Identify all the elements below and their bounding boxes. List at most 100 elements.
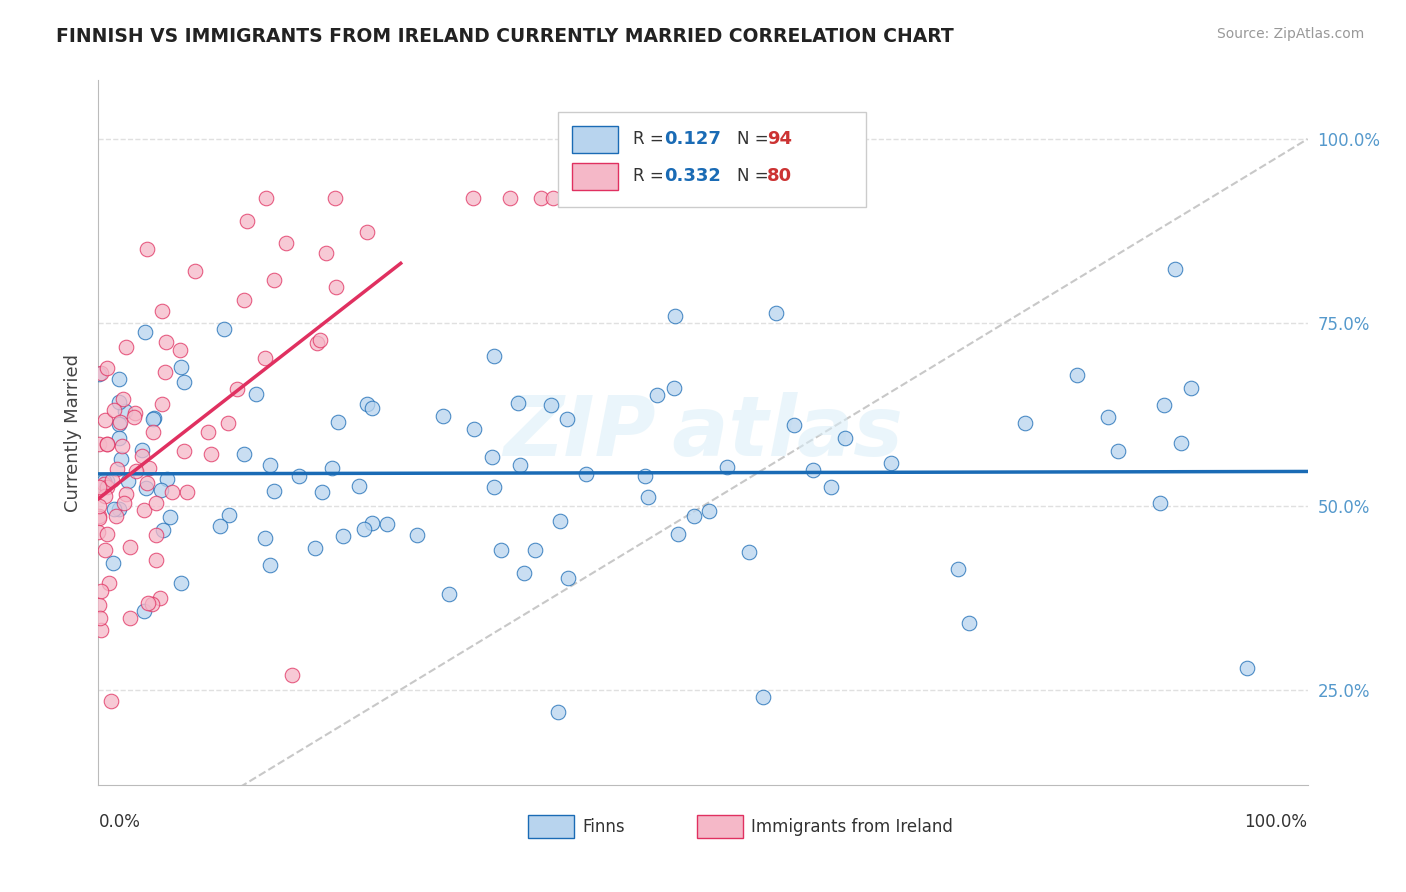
Point	[124, 410, 146, 425]
Point	[142, 425, 165, 439]
Point	[499, 191, 522, 205]
Point	[212, 322, 235, 336]
Point	[513, 566, 536, 580]
Point	[96, 527, 118, 541]
Point	[1066, 368, 1088, 382]
Point	[136, 476, 159, 491]
Point	[108, 431, 131, 445]
Point	[666, 526, 689, 541]
Point	[90, 367, 112, 381]
Point	[120, 540, 142, 554]
Point	[356, 397, 378, 411]
Point	[437, 587, 460, 601]
Point	[304, 541, 326, 556]
Text: ZIP atlas: ZIP atlas	[503, 392, 903, 473]
Point	[117, 475, 139, 489]
Point	[738, 545, 761, 559]
Point	[94, 413, 117, 427]
Point	[253, 531, 276, 545]
Point	[530, 191, 553, 205]
Point	[141, 597, 163, 611]
Point	[176, 485, 198, 500]
Point	[108, 395, 131, 409]
Point	[200, 447, 222, 461]
Point	[1170, 436, 1192, 450]
Point	[96, 480, 118, 494]
Point	[115, 487, 138, 501]
Point	[93, 475, 115, 489]
Point	[288, 469, 311, 483]
Point	[820, 479, 842, 493]
Point	[217, 416, 239, 430]
Text: R =: R =	[633, 167, 669, 186]
Point	[96, 474, 118, 488]
Point	[506, 395, 529, 409]
Point	[1149, 496, 1171, 510]
Text: 100.0%: 100.0%	[1244, 814, 1308, 831]
Point	[1163, 261, 1185, 276]
Point	[153, 365, 176, 379]
Point	[236, 214, 259, 228]
Point	[159, 510, 181, 524]
Point	[145, 553, 167, 567]
Point	[305, 335, 328, 350]
Point	[315, 246, 337, 260]
Point	[132, 502, 155, 516]
Point	[160, 484, 183, 499]
Point	[633, 468, 655, 483]
Point	[311, 485, 333, 500]
Text: 94: 94	[768, 130, 792, 148]
Point	[96, 361, 118, 376]
Point	[232, 293, 254, 308]
Point	[134, 325, 156, 339]
Point	[482, 349, 505, 363]
Point	[593, 191, 616, 205]
Point	[170, 360, 193, 375]
Point	[957, 616, 980, 631]
Text: Source: ZipAtlas.com: Source: ZipAtlas.com	[1216, 27, 1364, 41]
Point	[637, 490, 659, 504]
Point	[783, 417, 806, 432]
Point	[115, 340, 138, 354]
Point	[309, 334, 332, 348]
Point	[138, 461, 160, 475]
Point	[361, 401, 384, 416]
Point	[664, 381, 686, 395]
Text: 0.0%: 0.0%	[98, 814, 141, 831]
Text: Finns: Finns	[582, 818, 624, 836]
Point	[484, 480, 506, 494]
Point	[353, 522, 375, 536]
Point	[541, 191, 564, 205]
Point	[548, 514, 571, 528]
Point	[142, 411, 165, 425]
Point	[281, 668, 304, 682]
Point	[94, 542, 117, 557]
Point	[405, 528, 427, 542]
Point	[152, 523, 174, 537]
Point	[325, 280, 347, 294]
Point	[145, 496, 167, 510]
Point	[131, 442, 153, 457]
Point	[132, 604, 155, 618]
Point	[360, 516, 382, 531]
Point	[101, 556, 124, 570]
FancyBboxPatch shape	[697, 815, 742, 838]
Point	[97, 575, 120, 590]
Text: R =: R =	[633, 130, 669, 148]
Point	[89, 611, 111, 625]
Point	[263, 484, 285, 499]
Point	[149, 591, 172, 605]
Point	[125, 464, 148, 478]
Text: 0.332: 0.332	[664, 167, 721, 186]
Point	[94, 489, 117, 503]
Point	[93, 476, 115, 491]
Text: N =: N =	[737, 130, 773, 148]
Point	[254, 191, 277, 205]
Point	[323, 191, 346, 205]
Point	[1236, 660, 1258, 674]
Point	[481, 450, 503, 465]
Text: N =: N =	[737, 167, 773, 186]
Point	[103, 501, 125, 516]
Point	[87, 510, 110, 524]
Point	[110, 452, 132, 467]
